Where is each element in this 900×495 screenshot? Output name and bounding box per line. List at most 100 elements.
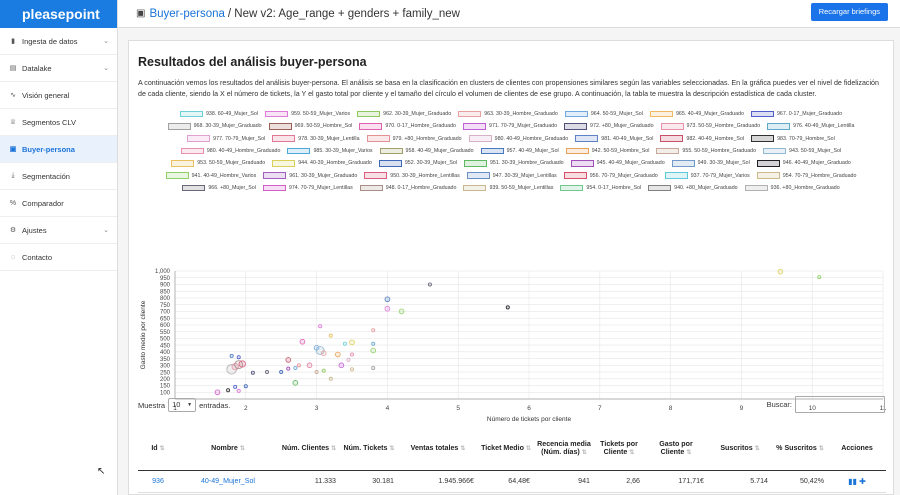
legend-item[interactable]: 972. +80_Mujer_Graduado — [564, 120, 654, 132]
legend-item[interactable]: 979. +80_Hombre_Graduado — [366, 133, 462, 145]
entries-select[interactable]: 10 ▼ — [168, 398, 197, 412]
sidebar-item-contacto[interactable]: ◌ Contacto — [0, 244, 117, 271]
legend-item[interactable]: 955. 50-59_Hombre_Graduado — [656, 145, 756, 157]
legend-item[interactable]: 977. 70-79_Mujer_Sol — [187, 133, 265, 145]
sidebar-item-ingesta-de-datos[interactable]: ▮ Ingesta de datos ⌄ — [0, 28, 117, 55]
column-header[interactable]: % Suscritos ⇅ — [772, 426, 828, 471]
legend-label: 965. 40-49_Mujer_Graduado — [675, 111, 744, 118]
chevron-down-icon: ⌄ — [103, 65, 109, 72]
legend-label: 982. 40-49_Hombre_Sol — [686, 135, 745, 142]
column-header[interactable]: Núm. Clientes ⇅ — [278, 426, 340, 471]
scatter-point — [318, 324, 323, 329]
legend-item[interactable]: 943. 50-59_Mujer_Sol — [763, 145, 841, 157]
legend-item[interactable]: 963. 30-39_Hombre_Graduado — [458, 108, 558, 120]
legend-item[interactable]: 981. 40-49_Mujer_Sol — [575, 133, 653, 145]
cluster-id-link[interactable]: 936 — [138, 470, 178, 493]
legend-item[interactable]: 954. 0-17_Hombre_Sol — [560, 182, 641, 194]
reload-briefings-button[interactable]: Recargar briefings — [810, 3, 888, 21]
legend-item[interactable]: 976. 40-49_Mujer_Lentilla — [767, 120, 854, 132]
column-header[interactable]: Acciones — [828, 426, 886, 471]
legend-item[interactable]: 942. 50-59_Hombre_Sol — [565, 145, 649, 157]
legend-item[interactable]: 964. 50-59_Mujer_Sol — [564, 108, 643, 120]
column-header[interactable]: Ticket Medio ⇅ — [478, 426, 534, 471]
legend-item[interactable]: 983. 70-79_Hombre_Sol — [751, 133, 835, 145]
legend-item[interactable]: 951. 30-39_Hombre_Graduado — [463, 157, 564, 169]
bar-chart-icon[interactable]: ▮▮ — [848, 476, 860, 486]
sort-icon: ⇅ — [389, 445, 395, 452]
legend-item[interactable]: 974. 70-79_Mujer_Lentillas — [262, 182, 353, 194]
legend-swatch — [463, 184, 487, 192]
legend-item[interactable]: 953. 50-59_Mujer_Graduado — [171, 157, 265, 169]
legend-item[interactable]: 948. 0-17_Hombre_Graduado — [359, 182, 456, 194]
sidebar-item-ajustes[interactable]: ⚙ Ajustes ⌄ — [0, 217, 117, 244]
sidebar-item-buyer-persona[interactable]: ▣ Buyer-persona — [0, 136, 117, 163]
legend-item[interactable]: 985. 30-39_Mujer_Varios — [287, 145, 373, 157]
scatter-point — [296, 363, 301, 368]
legend-item[interactable]: 980. 40-49_Hombre_Graduado — [180, 145, 280, 157]
legend-item[interactable]: 938. 60-49_Mujer_Sol — [179, 108, 258, 120]
scatter-point — [349, 352, 354, 357]
legend-item[interactable]: 941. 40-49_Hombre_Varios — [165, 169, 256, 181]
legend-item[interactable]: 970. 0-17_Hombre_Graduado — [359, 120, 456, 132]
breadcrumb-link[interactable]: Buyer-persona — [149, 7, 225, 20]
cluster-name-link[interactable]: 40-49_Mujer_Sol — [178, 470, 278, 493]
legend-item[interactable]: 982. 40-49_Hombre_Sol — [660, 133, 744, 145]
legend-item[interactable]: 950. 30-39_Hombre_Lentillas — [364, 169, 460, 181]
sidebar-item-visi-n-general[interactable]: ∿ Visión general — [0, 82, 117, 109]
column-header[interactable]: Ventas totales ⇅ — [398, 426, 478, 471]
legend-item[interactable]: 967. 0-17_Mujer_Graduado — [750, 108, 842, 120]
column-header[interactable]: Id ⇅ — [138, 426, 178, 471]
sidebar-item-comparador[interactable]: % Comparador — [0, 190, 117, 217]
legend-label: 964. 50-59_Mujer_Sol — [590, 111, 643, 118]
legend-swatch — [649, 110, 673, 118]
legend-swatch — [187, 135, 211, 142]
legend-item[interactable]: 959. 50-59_Mujer_Varios — [265, 108, 350, 120]
legend-item[interactable]: 973. 50-59_Hombre_Graduado — [660, 120, 760, 132]
sidebar-item-segmentos-clv[interactable]: ♕ Segmentos CLV — [0, 109, 117, 136]
scatter-point — [349, 367, 354, 372]
app-logo[interactable]: pleasepoint — [0, 0, 117, 28]
sidebar-item-label: Ingesta de datos — [22, 36, 78, 46]
legend-item[interactable]: 969. 50-59_Hombre_Sol — [268, 120, 352, 132]
column-header[interactable]: Nombre ⇅ — [178, 426, 278, 471]
x-axis-label: Número de tickets por cliente — [487, 416, 572, 423]
legend-item[interactable]: 944. 40-39_Hombre_Graduado — [272, 157, 372, 169]
y-tick-label: 750 — [160, 303, 171, 309]
legend-item[interactable]: 946. 40-49_Mujer_Graduado — [756, 157, 851, 169]
table-row[interactable]: 936 40-49_Mujer_Sol 11.333 30.181 1.945.966€… — [138, 470, 886, 493]
legend-item[interactable]: 947. 30-39_Mujer_Lentillas — [466, 169, 557, 181]
column-header[interactable]: Tickets por Cliente ⇅ — [594, 426, 644, 471]
add-user-icon[interactable]: ✚ — [859, 476, 866, 486]
legend-item[interactable]: 940. +80_Mujer_Graduado — [648, 182, 738, 194]
sidebar-item-datalake[interactable]: ▤ Datalake ⌄ — [0, 55, 117, 82]
column-header[interactable]: Gasto por Cliente ⇅ — [644, 426, 708, 471]
legend-swatch — [466, 172, 490, 179]
legend-item[interactable]: 971. 70-79_Mujer_Graduado — [463, 120, 557, 132]
legend-item[interactable]: 939. 50-59_Mujer_Lentillas — [463, 182, 553, 194]
column-header[interactable]: Núm. Tickets ⇅ — [340, 426, 398, 471]
search-input[interactable] — [795, 396, 885, 413]
legend-label: 956. 70-79_Mujer_Graduado — [589, 172, 658, 179]
legend-item[interactable]: 958. 40-49_Mujer_Graduado — [379, 145, 474, 157]
column-header[interactable]: Suscritos ⇅ — [708, 426, 772, 471]
legend-item[interactable]: 978. 30-39_Mujer_Lentilla — [272, 133, 360, 145]
legend-item[interactable]: 980. 40-49_Hombre_Graduado — [468, 133, 568, 145]
sidebar-item-segmentaci-n[interactable]: ⤓ Segmentación — [0, 163, 117, 190]
legend-item[interactable]: 952. 30-39_Mujer_Sol — [378, 157, 457, 169]
legend-label: 963. 30-39_Hombre_Graduado — [484, 111, 558, 118]
legend-item[interactable]: 962. 30-39_Mujer_Graduado — [357, 108, 451, 120]
legend-item[interactable]: 966. +80_Mujer_Sol — [182, 182, 256, 194]
legend-item[interactable]: 956. 70-79_Mujer_Graduado — [563, 169, 658, 181]
legend-item[interactable]: 957. 40-49_Mujer_Sol — [480, 145, 559, 157]
legend-item[interactable]: 968. 30-39_Mujer_Graduado — [167, 120, 262, 132]
legend-item[interactable]: 965. 40-49_Mujer_Graduado — [649, 108, 744, 120]
sort-icon: ⇅ — [239, 445, 245, 452]
legend-item[interactable]: 961. 30-39_Mujer_Graduado — [263, 169, 357, 181]
legend-item[interactable]: 945. 40-49_Mujer_Graduado — [570, 157, 665, 169]
column-header[interactable]: Recencia media (Núm. días) ⇅ — [534, 426, 594, 471]
legend-item[interactable]: 936. +80_Hombre_Graduado — [744, 182, 840, 194]
legend-item[interactable]: 954. 70-79_Hombre_Graduado — [756, 169, 856, 181]
legend-item[interactable]: 949. 30-39_Mujer_Sol — [671, 157, 750, 169]
legend-item[interactable]: 937. 70-79_Mujer_Varios — [664, 169, 750, 181]
legend-swatch — [648, 184, 672, 192]
